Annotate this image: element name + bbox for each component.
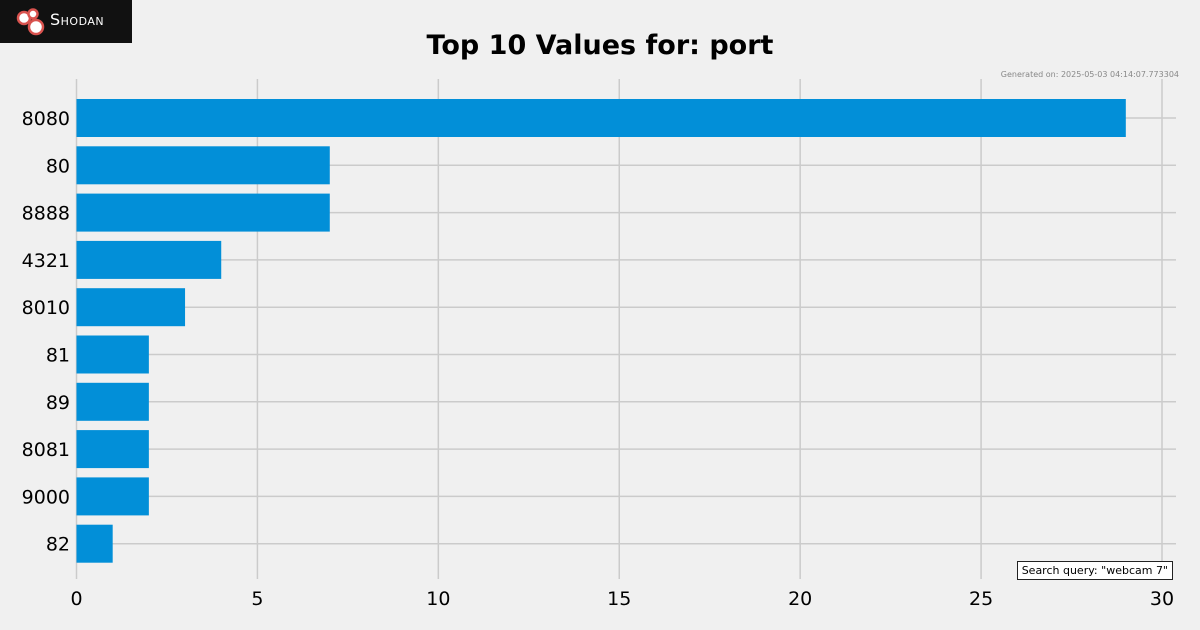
x-tick-label: 15 xyxy=(607,588,631,610)
shodan-logo-text: Shodan xyxy=(50,10,105,29)
y-tick-label: 81 xyxy=(46,345,70,367)
y-tick-label: 4321 xyxy=(22,250,70,272)
x-tick-label: 10 xyxy=(426,588,450,610)
x-tick-label: 30 xyxy=(1150,588,1174,610)
y-tick-label: 82 xyxy=(46,534,70,556)
bar-port-9000 xyxy=(76,477,149,516)
generated-on-timestamp: Generated on: 2025-05-03 04:14:07.773304 xyxy=(1001,70,1179,79)
y-tick-label: 9000 xyxy=(22,486,70,508)
shodan-logo-icon xyxy=(16,8,45,36)
search-query-label: Search query: "webcam 7" xyxy=(1016,561,1173,580)
bar-port-82 xyxy=(76,524,113,563)
bar-port-4321 xyxy=(76,240,222,279)
bar-port-80 xyxy=(76,146,330,185)
bar-port-81 xyxy=(76,335,149,374)
chart-title: Top 10 Values for: port xyxy=(427,30,774,61)
bar-port-8081 xyxy=(76,430,149,469)
x-tick-label: 0 xyxy=(70,588,82,610)
bar-port-8010 xyxy=(76,288,186,327)
y-tick-label: 8080 xyxy=(22,108,70,130)
x-tick-label: 25 xyxy=(969,588,993,610)
y-tick-label: 80 xyxy=(46,155,70,177)
bar-port-8888 xyxy=(76,193,330,232)
y-tick-label: 8010 xyxy=(22,297,70,319)
x-tick-label: 20 xyxy=(788,588,812,610)
x-tick-label: 5 xyxy=(251,588,263,610)
y-tick-label: 8081 xyxy=(22,439,70,461)
bar-port-89 xyxy=(76,382,149,421)
y-tick-label: 8888 xyxy=(22,203,70,225)
bar-series xyxy=(76,99,1126,563)
x-axis-labels: 0 5 10 15 20 25 30 xyxy=(70,588,1174,610)
shodan-logo: Shodan xyxy=(0,0,132,43)
y-tick-label: 89 xyxy=(46,392,70,414)
bar-port-8080 xyxy=(76,99,1126,137)
